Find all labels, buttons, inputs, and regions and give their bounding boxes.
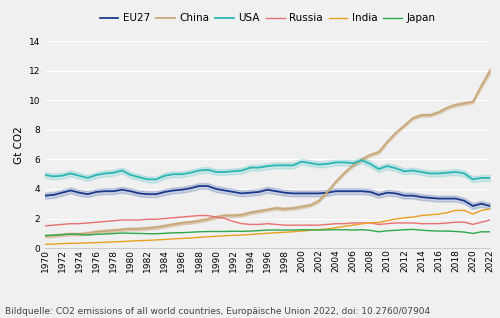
USA bbox=[144, 177, 150, 181]
USA bbox=[487, 176, 493, 180]
China bbox=[298, 205, 304, 209]
EU27 bbox=[333, 189, 339, 193]
Japan bbox=[324, 228, 330, 232]
Russia bbox=[487, 218, 493, 222]
Japan bbox=[410, 228, 416, 232]
India bbox=[384, 219, 390, 223]
Line: EU27: EU27 bbox=[45, 186, 490, 206]
Japan bbox=[298, 228, 304, 232]
EU27 bbox=[162, 190, 168, 194]
Russia bbox=[308, 223, 314, 227]
India bbox=[324, 227, 330, 231]
Russia bbox=[333, 222, 339, 225]
Japan bbox=[42, 234, 48, 238]
Russia bbox=[42, 224, 48, 228]
Line: Russia: Russia bbox=[45, 216, 490, 226]
USA bbox=[170, 172, 176, 176]
Text: Bildquelle: CO2 emissions of all world countries, Europäische Union 2022, doi: 1: Bildquelle: CO2 emissions of all world c… bbox=[5, 308, 430, 316]
China bbox=[487, 69, 493, 73]
Russia bbox=[316, 223, 322, 227]
USA bbox=[42, 173, 48, 177]
USA bbox=[358, 158, 364, 162]
USA bbox=[333, 161, 339, 164]
EU27 bbox=[308, 191, 314, 195]
India bbox=[298, 229, 304, 233]
Y-axis label: Gt CO2: Gt CO2 bbox=[14, 126, 24, 163]
India bbox=[162, 238, 168, 241]
Line: Japan: Japan bbox=[45, 230, 490, 236]
Line: China: China bbox=[45, 71, 490, 236]
India bbox=[487, 207, 493, 211]
China bbox=[42, 234, 48, 238]
China bbox=[436, 110, 442, 114]
Japan bbox=[162, 232, 168, 235]
China bbox=[324, 190, 330, 194]
Russia bbox=[196, 214, 202, 218]
USA bbox=[342, 161, 347, 164]
Japan bbox=[487, 230, 493, 234]
Line: USA: USA bbox=[45, 160, 490, 179]
China bbox=[308, 203, 314, 207]
Line: India: India bbox=[45, 209, 490, 244]
EU27 bbox=[342, 189, 347, 193]
Japan bbox=[384, 229, 390, 233]
India bbox=[436, 212, 442, 216]
EU27 bbox=[487, 204, 493, 208]
Japan bbox=[308, 228, 314, 232]
EU27 bbox=[196, 184, 202, 188]
India bbox=[308, 228, 314, 232]
Russia bbox=[393, 221, 399, 225]
China bbox=[162, 224, 168, 228]
USA bbox=[308, 161, 314, 165]
USA bbox=[316, 163, 322, 167]
EU27 bbox=[316, 191, 322, 195]
India bbox=[42, 242, 48, 246]
EU27 bbox=[470, 204, 476, 208]
Japan bbox=[444, 229, 450, 233]
China bbox=[384, 140, 390, 144]
EU27 bbox=[42, 194, 48, 197]
EU27 bbox=[393, 191, 399, 195]
USA bbox=[402, 169, 407, 173]
Russia bbox=[162, 217, 168, 220]
Legend: EU27, China, USA, Russia, India, Japan: EU27, China, USA, Russia, India, Japan bbox=[100, 13, 435, 24]
Russia bbox=[444, 221, 450, 225]
